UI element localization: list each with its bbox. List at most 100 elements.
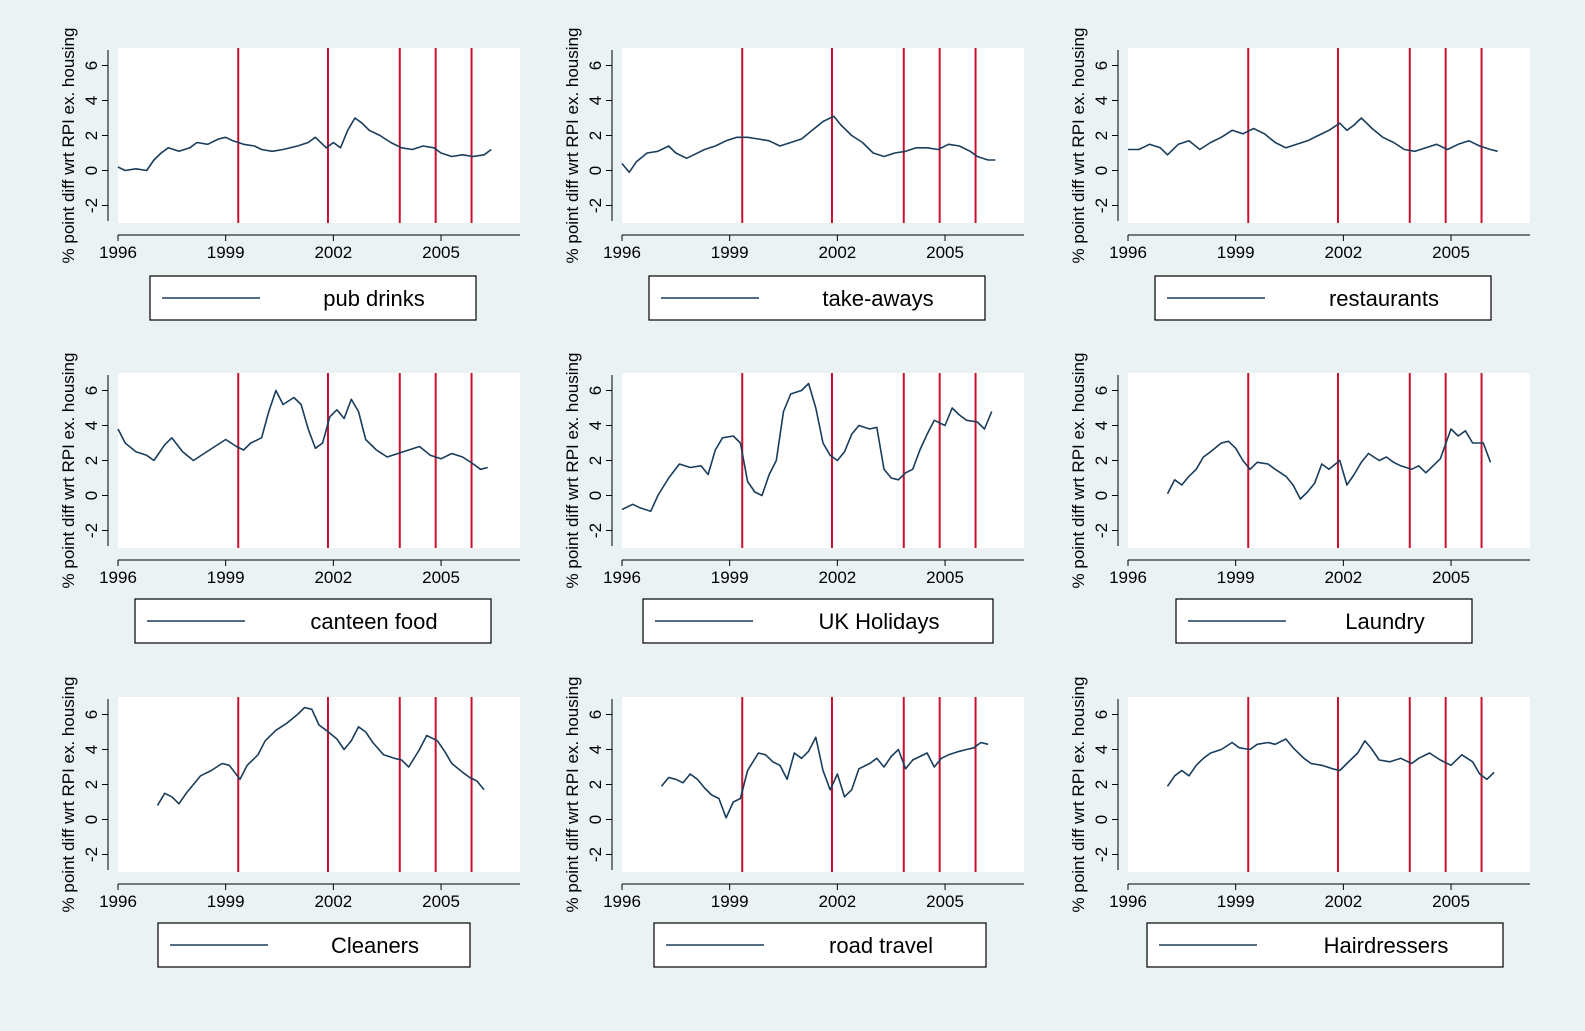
legend-label: restaurants xyxy=(1329,286,1439,311)
y-tick-label: 4 xyxy=(82,745,101,754)
x-tick-label: 2005 xyxy=(422,243,460,262)
series-line xyxy=(1166,738,1495,787)
series-line xyxy=(621,115,996,174)
y-tick-label: 2 xyxy=(586,131,605,140)
series-line xyxy=(1128,117,1498,156)
series-line xyxy=(660,736,989,819)
x-tick-label: 1999 xyxy=(1217,892,1255,911)
panel: -2 0 2 4 6 1996 1999 2002 2005 % point diff wrt R… xyxy=(563,28,1024,321)
y-tick-label: 2 xyxy=(82,131,101,140)
legend-label: road travel xyxy=(829,933,933,958)
y-tick-label: 0 xyxy=(586,491,605,500)
y-tick-label: 4 xyxy=(82,421,101,430)
plot-area xyxy=(1128,48,1530,223)
x-tick-label: 2005 xyxy=(1432,568,1470,587)
x-tick-label: 1999 xyxy=(1217,568,1255,587)
series-line xyxy=(117,389,488,471)
y-axis-title: % point diff wrt RPI ex. housing xyxy=(59,28,78,264)
y-axis-title: % point diff wrt RPI ex. housing xyxy=(1069,677,1088,913)
y-tick-label: -2 xyxy=(1092,198,1111,213)
y-axis-title: % point diff wrt RPI ex. housing xyxy=(1069,28,1088,264)
plot-area xyxy=(118,373,520,548)
series-line xyxy=(1166,428,1492,500)
y-tick-label: -2 xyxy=(82,523,101,538)
plot-area xyxy=(118,48,520,223)
y-axis-title: % point diff wrt RPI ex. housing xyxy=(1069,353,1088,589)
y-tick-label: 0 xyxy=(82,491,101,500)
y-tick-label: 0 xyxy=(82,815,101,824)
y-tick-label: 4 xyxy=(82,96,101,105)
series-line xyxy=(117,117,492,172)
x-tick-label: 1996 xyxy=(1109,892,1147,911)
panel: -2 0 2 4 6 1996 1999 2002 2005 % point diff wrt R… xyxy=(563,353,1024,644)
y-axis-title: % point diff wrt RPI ex. housing xyxy=(563,28,582,264)
x-tick-label: 2002 xyxy=(314,243,352,262)
y-tick-label: 6 xyxy=(82,710,101,719)
y-tick-label: 0 xyxy=(1092,166,1111,175)
y-axis-title: % point diff wrt RPI ex. housing xyxy=(59,353,78,589)
panel: -2 0 2 4 6 1996 1999 2002 2005 % point diff wrt R… xyxy=(1069,677,1530,968)
y-tick-label: 2 xyxy=(82,456,101,465)
x-tick-label: 2005 xyxy=(422,892,460,911)
y-tick-label: 0 xyxy=(1092,491,1111,500)
x-tick-label: 1996 xyxy=(603,892,641,911)
legend-label: pub drinks xyxy=(323,286,425,311)
x-tick-label: 1999 xyxy=(207,243,245,262)
y-tick-label: 2 xyxy=(1092,780,1111,789)
y-tick-label: 6 xyxy=(586,710,605,719)
x-tick-label: 2005 xyxy=(422,568,460,587)
y-tick-label: 6 xyxy=(586,61,605,70)
y-axis-title: % point diff wrt RPI ex. housing xyxy=(563,353,582,589)
y-tick-label: 0 xyxy=(586,166,605,175)
legend-label: Cleaners xyxy=(331,933,419,958)
y-tick-label: 0 xyxy=(586,815,605,824)
x-tick-label: 1999 xyxy=(711,892,749,911)
panel: -2 0 2 4 6 1996 1999 2002 2005 % point diff wrt R… xyxy=(1069,353,1530,644)
x-tick-label: 2005 xyxy=(926,892,964,911)
x-tick-label: 2002 xyxy=(1324,568,1362,587)
x-tick-label: 1996 xyxy=(1109,568,1147,587)
legend-box xyxy=(1154,275,1492,321)
y-tick-label: 2 xyxy=(1092,131,1111,140)
y-tick-label: 6 xyxy=(1092,386,1111,395)
y-tick-label: 6 xyxy=(586,386,605,395)
y-tick-label: 2 xyxy=(82,780,101,789)
plot-area xyxy=(1128,373,1530,548)
plot-area xyxy=(1128,697,1530,872)
x-tick-label: 1999 xyxy=(207,892,245,911)
y-tick-label: 4 xyxy=(586,421,605,430)
x-tick-label: 1996 xyxy=(603,568,641,587)
y-tick-label: 2 xyxy=(586,780,605,789)
y-tick-label: 2 xyxy=(1092,456,1111,465)
series-line xyxy=(621,382,993,513)
x-tick-label: 2002 xyxy=(1324,243,1362,262)
panel: -2 0 2 4 6 1996 1999 2002 2005 % point diff wrt R… xyxy=(59,28,520,321)
x-tick-label: 2005 xyxy=(1432,243,1470,262)
x-tick-label: 2005 xyxy=(926,243,964,262)
panel: -2 0 2 4 6 1996 1999 2002 2005 % point diff wrt R… xyxy=(563,677,1024,968)
legend-label: take-aways xyxy=(822,286,933,311)
legend-label: Hairdressers xyxy=(1324,933,1449,958)
x-tick-label: 1999 xyxy=(207,568,245,587)
y-tick-label: 4 xyxy=(586,745,605,754)
plot-area xyxy=(622,48,1024,223)
y-tick-label: 0 xyxy=(82,166,101,175)
legend-label: canteen food xyxy=(310,609,437,634)
legend-label: UK Holidays xyxy=(818,609,939,634)
plot-area xyxy=(622,373,1024,548)
y-tick-label: -2 xyxy=(1092,523,1111,538)
x-tick-label: 2002 xyxy=(1324,892,1362,911)
x-tick-label: 2002 xyxy=(818,243,856,262)
x-tick-label: 1999 xyxy=(711,243,749,262)
y-tick-label: -2 xyxy=(82,198,101,213)
y-tick-label: -2 xyxy=(82,847,101,862)
x-tick-label: 2005 xyxy=(1432,892,1470,911)
plot-area xyxy=(118,697,520,872)
y-tick-label: 2 xyxy=(586,456,605,465)
y-tick-label: -2 xyxy=(586,198,605,213)
y-tick-label: 6 xyxy=(1092,710,1111,719)
x-tick-label: 2002 xyxy=(818,568,856,587)
legend-box xyxy=(653,922,987,968)
x-tick-label: 2002 xyxy=(314,892,352,911)
